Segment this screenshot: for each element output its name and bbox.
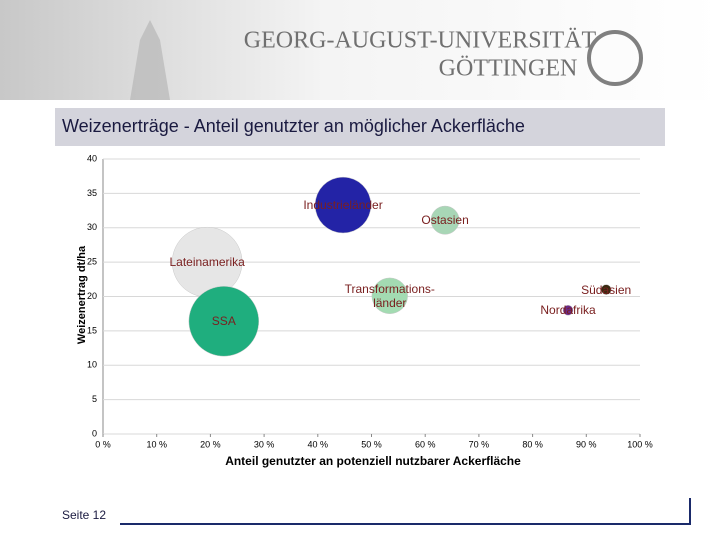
bubble-label: Südasien [581, 282, 632, 297]
title-bar [55, 108, 665, 146]
x-tick-label: 80 % [522, 439, 543, 449]
x-tick-label: 0 % [95, 439, 111, 449]
y-tick-label: 40 [87, 153, 97, 163]
y-tick-label: 20 [87, 291, 97, 301]
x-tick-label: 30 % [254, 439, 275, 449]
chart-title: Weizenerträge - Anteil genutzter an mögl… [62, 116, 525, 136]
x-tick-label: 50 % [361, 439, 382, 449]
bubble [562, 305, 574, 316]
university-city: GÖTTINGEN [439, 56, 578, 82]
y-axis-label: Weizenertrag dt/ha [76, 245, 88, 344]
bubble-label: Lateinamerika [169, 255, 245, 270]
logo [587, 30, 643, 86]
x-tick-label: 60 % [415, 439, 436, 449]
y-tick-label: 35 [87, 188, 97, 198]
bubble [430, 205, 460, 235]
university-name: GEORG-AUGUST-UNIVERSITÄT [244, 28, 597, 54]
x-tick-label: 100 % [627, 439, 653, 449]
bubble [600, 284, 612, 295]
x-tick-label: 40 % [308, 439, 329, 449]
page-number: Seite 12 [62, 508, 106, 522]
header-background [0, 0, 720, 100]
bubble [188, 286, 260, 357]
bubble-label: Industrieländer [303, 198, 383, 213]
bubble [314, 176, 372, 234]
bubble-label: Nordafrika [540, 303, 596, 318]
y-tick-label: 0 [92, 428, 97, 438]
y-tick-label: 10 [87, 360, 97, 370]
x-tick-label: 20 % [200, 439, 221, 449]
x-tick-label: 70 % [469, 439, 490, 449]
y-tick-label: 30 [87, 222, 97, 232]
statue-silhouette [130, 20, 170, 100]
bubble [371, 277, 408, 314]
bubble-label: Transformations- länder [344, 281, 435, 310]
y-tick-label: 25 [87, 257, 97, 267]
y-tick-label: 5 [92, 394, 97, 404]
bubble-label: Ostasien [421, 213, 469, 228]
x-tick-label: 90 % [576, 439, 597, 449]
x-axis-label: Anteil genutzter an potenziell nutzbarer… [225, 454, 521, 468]
x-tick-label: 10 % [146, 439, 167, 449]
bubble-label: SSA [211, 314, 236, 329]
y-tick-label: 15 [87, 325, 97, 335]
